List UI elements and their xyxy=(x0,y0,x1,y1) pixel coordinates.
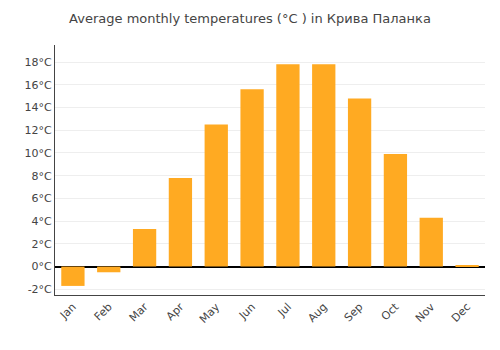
svg-text:4°C: 4°C xyxy=(32,215,52,228)
svg-text:May: May xyxy=(197,300,223,326)
svg-text:Feb: Feb xyxy=(92,301,115,324)
svg-text:Aug: Aug xyxy=(305,301,329,325)
svg-text:Jan: Jan xyxy=(57,301,79,323)
svg-text:10°C: 10°C xyxy=(25,147,52,160)
svg-text:Sep: Sep xyxy=(342,301,366,325)
svg-text:18°C: 18°C xyxy=(25,56,52,69)
svg-text:Jul: Jul xyxy=(275,301,294,320)
svg-text:Nov: Nov xyxy=(413,300,438,325)
svg-text:Jun: Jun xyxy=(236,300,258,322)
svg-text:0°C: 0°C xyxy=(32,260,52,273)
svg-text:6°C: 6°C xyxy=(32,192,52,205)
svg-text:14°C: 14°C xyxy=(25,101,52,114)
svg-text:Apr: Apr xyxy=(164,300,187,323)
svg-text:2°C: 2°C xyxy=(32,238,52,251)
svg-text:8°C: 8°C xyxy=(32,170,52,183)
svg-text:Mar: Mar xyxy=(127,300,151,324)
svg-text:Dec: Dec xyxy=(449,301,473,325)
svg-text:16°C: 16°C xyxy=(25,79,52,92)
svg-text:12°C: 12°C xyxy=(25,124,52,137)
svg-text:Average monthly temperatures (: Average monthly temperatures (°C ) in Кр… xyxy=(69,11,431,26)
svg-text:Oct: Oct xyxy=(379,300,402,323)
svg-text:-2°C: -2°C xyxy=(28,283,52,296)
